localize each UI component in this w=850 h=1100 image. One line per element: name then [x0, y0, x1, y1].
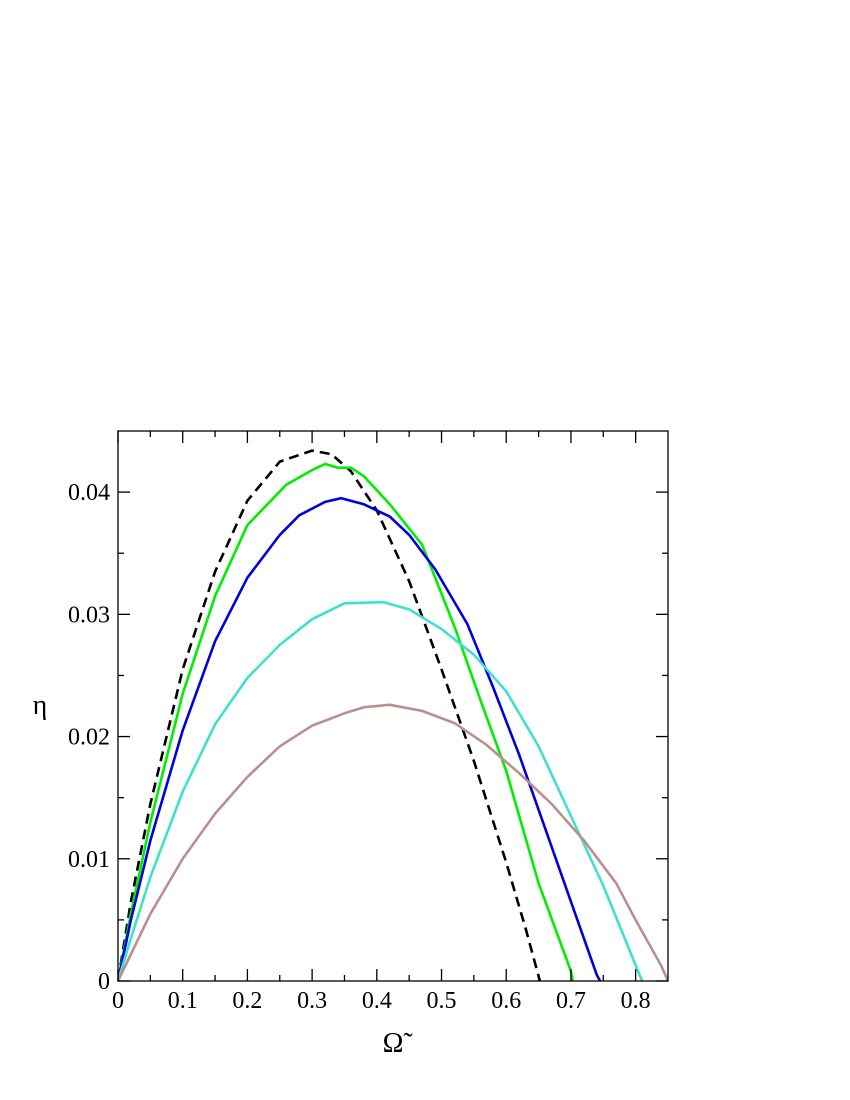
series-line-3 — [118, 496, 602, 981]
x-tick-label: 0.4 — [362, 988, 392, 1014]
y-tick-label: 0.04 — [68, 480, 110, 506]
x-tick-label: 0.5 — [427, 988, 457, 1014]
series-line-1 — [118, 449, 542, 981]
series-line-5 — [118, 703, 668, 981]
series-line-4 — [118, 600, 644, 981]
y-tick-label: 0.03 — [68, 602, 110, 628]
x-tick-label: 0.6 — [491, 988, 521, 1014]
x-tick-label: 0.2 — [232, 988, 262, 1014]
x-tick-label: 0.8 — [621, 988, 651, 1014]
y-tick-label: 0.02 — [68, 725, 110, 751]
series-layer — [118, 449, 668, 981]
x-tick-label: 0.7 — [556, 988, 586, 1014]
y-tick-label: 0 — [98, 969, 110, 995]
y-tick-label: 0.01 — [68, 847, 110, 873]
ticks-layer: 0 0.1 0.2 0.3 0.4 0.5 0.6 0.7 0.8 0 0.01 0.02 0.03 0.… — [68, 431, 668, 1014]
plot-frame — [117, 430, 669, 982]
x-tick-label: 0 — [112, 988, 124, 1014]
x-tick-label: 0.1 — [168, 988, 198, 1014]
x-tick-label: 0.3 — [297, 988, 327, 1014]
y-axis-label: η — [33, 690, 48, 721]
x-axis-label: Ω̃ — [383, 1028, 414, 1059]
